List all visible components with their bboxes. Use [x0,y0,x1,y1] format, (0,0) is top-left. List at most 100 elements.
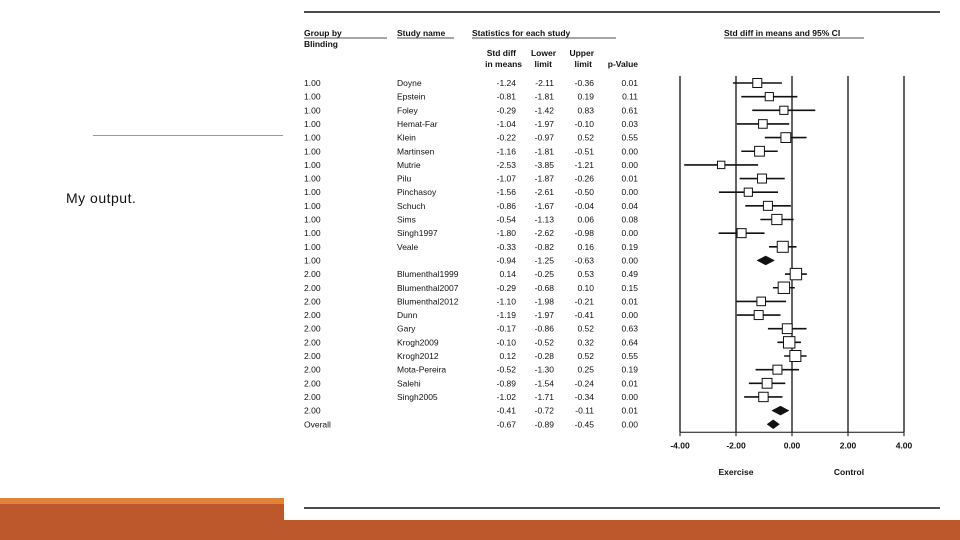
effect-square [716,160,726,170]
row-lower-limit: -1.87 [535,174,555,184]
row-lower-limit: -1.98 [535,296,555,306]
x-tick-label: -2.00 [726,440,746,450]
row-group-label: 2.00 [304,296,321,306]
row-group-label: 2.00 [304,351,321,361]
row-p-value: 0.55 [621,351,638,361]
row-group-label: 1.00 [304,215,321,225]
row-p-value: 0.55 [621,133,638,143]
summary-diamond [756,255,775,266]
row-upper-limit: 0.16 [577,242,594,252]
row-p-value: 0.63 [621,324,638,334]
favours-left-label: Exercise [719,467,754,477]
row-p-value: 0.00 [621,146,638,156]
row-upper-limit: -0.34 [575,392,595,402]
row-group-label: 1.00 [304,201,321,211]
effect-square [764,92,774,102]
row-std-diff: -1.07 [497,174,517,184]
row-std-diff: -1.02 [497,392,517,402]
row-p-value: 0.49 [621,269,638,279]
effect-square [743,187,753,197]
slide-divider-line [93,135,283,136]
row-lower-limit: -2.62 [535,228,555,238]
accent-footer-bar [284,520,960,540]
x-tick-label: -4.00 [670,440,690,450]
row-lower-limit: -0.86 [535,324,555,334]
header-statistics: Statistics for each study [472,28,571,38]
row-upper-limit: 0.52 [577,133,594,143]
row-lower-limit: -1.97 [535,119,555,129]
row-std-diff: 0.12 [499,351,516,361]
accent-bar-top [0,498,284,504]
effect-square [777,281,791,294]
effect-square [776,240,789,253]
row-group-label: 2.00 [304,392,321,402]
header-lower-limit: limit [535,59,553,69]
row-std-diff: -1.10 [497,296,517,306]
x-tick-label: 0.00 [784,440,801,450]
row-group-label: 1.00 [304,228,321,238]
row-std-diff: -0.17 [497,324,517,334]
row-group-label: 1.00 [304,187,321,197]
row-p-value: 0.01 [621,296,638,306]
row-upper-limit: -0.10 [575,119,595,129]
row-std-diff: -1.19 [497,310,517,320]
effect-square [781,323,793,335]
row-lower-limit: -1.67 [535,201,555,211]
row-lower-limit: -0.28 [535,351,555,361]
row-study-name: Pinchasoy [397,187,437,197]
row-group-label: 2.00 [304,283,321,293]
row-study-name: Hemat-Far [397,119,438,129]
effect-square [754,145,765,157]
row-upper-limit: -0.63 [575,255,595,265]
row-study-name: Krogh2012 [397,351,439,361]
row-upper-limit: -0.51 [575,146,595,156]
row-upper-limit: 0.53 [577,269,594,279]
row-p-value: 0.01 [621,174,638,184]
row-std-diff: -0.54 [497,215,517,225]
row-study-name: Blumenthal2007 [397,283,459,293]
row-std-diff: -1.16 [497,146,517,156]
header-upper: Upper [569,48,594,58]
row-upper-limit: -0.04 [575,201,595,211]
forest-plot: Group by Blinding Study name Statistics … [304,11,940,509]
effect-square [780,132,792,143]
row-upper-limit: -1.21 [575,160,595,170]
row-lower-limit: -1.13 [535,215,555,225]
effect-square [753,310,764,321]
effect-square [779,105,789,115]
row-upper-limit: -0.21 [575,296,595,306]
row-lower-limit: -0.52 [535,337,555,347]
header-lower: Lower [531,48,557,58]
effect-square [789,267,803,281]
row-p-value: 0.03 [621,119,638,129]
header-upper-limit: limit [575,59,593,69]
row-group-label: 2.00 [304,365,321,375]
row-lower-limit: -1.54 [535,378,555,388]
row-p-value: 0.00 [621,310,638,320]
row-std-diff: -2.53 [497,160,517,170]
row-std-diff: -1.80 [497,228,517,238]
row-lower-limit: -2.61 [535,187,555,197]
row-group-label: 2.00 [304,378,321,388]
summary-diamond [771,405,790,416]
row-p-value: 0.00 [621,419,638,429]
accent-bar [0,504,284,540]
row-upper-limit: 0.52 [577,351,594,361]
row-upper-limit: -0.41 [575,310,595,320]
row-group-label: 1.00 [304,160,321,170]
row-lower-limit: -1.81 [535,92,555,102]
row-std-diff: 0.14 [499,269,516,279]
row-lower-limit: -1.97 [535,310,555,320]
row-study-name: Dunn [397,310,418,320]
row-study-name: Doyne [397,78,422,88]
row-std-diff: -0.52 [497,365,517,375]
row-upper-limit: -0.98 [575,228,595,238]
row-lower-limit: -0.97 [535,133,555,143]
row-group-label: Overall [304,419,331,429]
row-p-value: 0.01 [621,406,638,416]
row-std-diff: -0.86 [497,201,517,211]
row-p-value: 0.00 [621,228,638,238]
row-study-name: Singh2005 [397,392,438,402]
row-study-name: Klein [397,133,416,143]
row-group-label: 2.00 [304,406,321,416]
